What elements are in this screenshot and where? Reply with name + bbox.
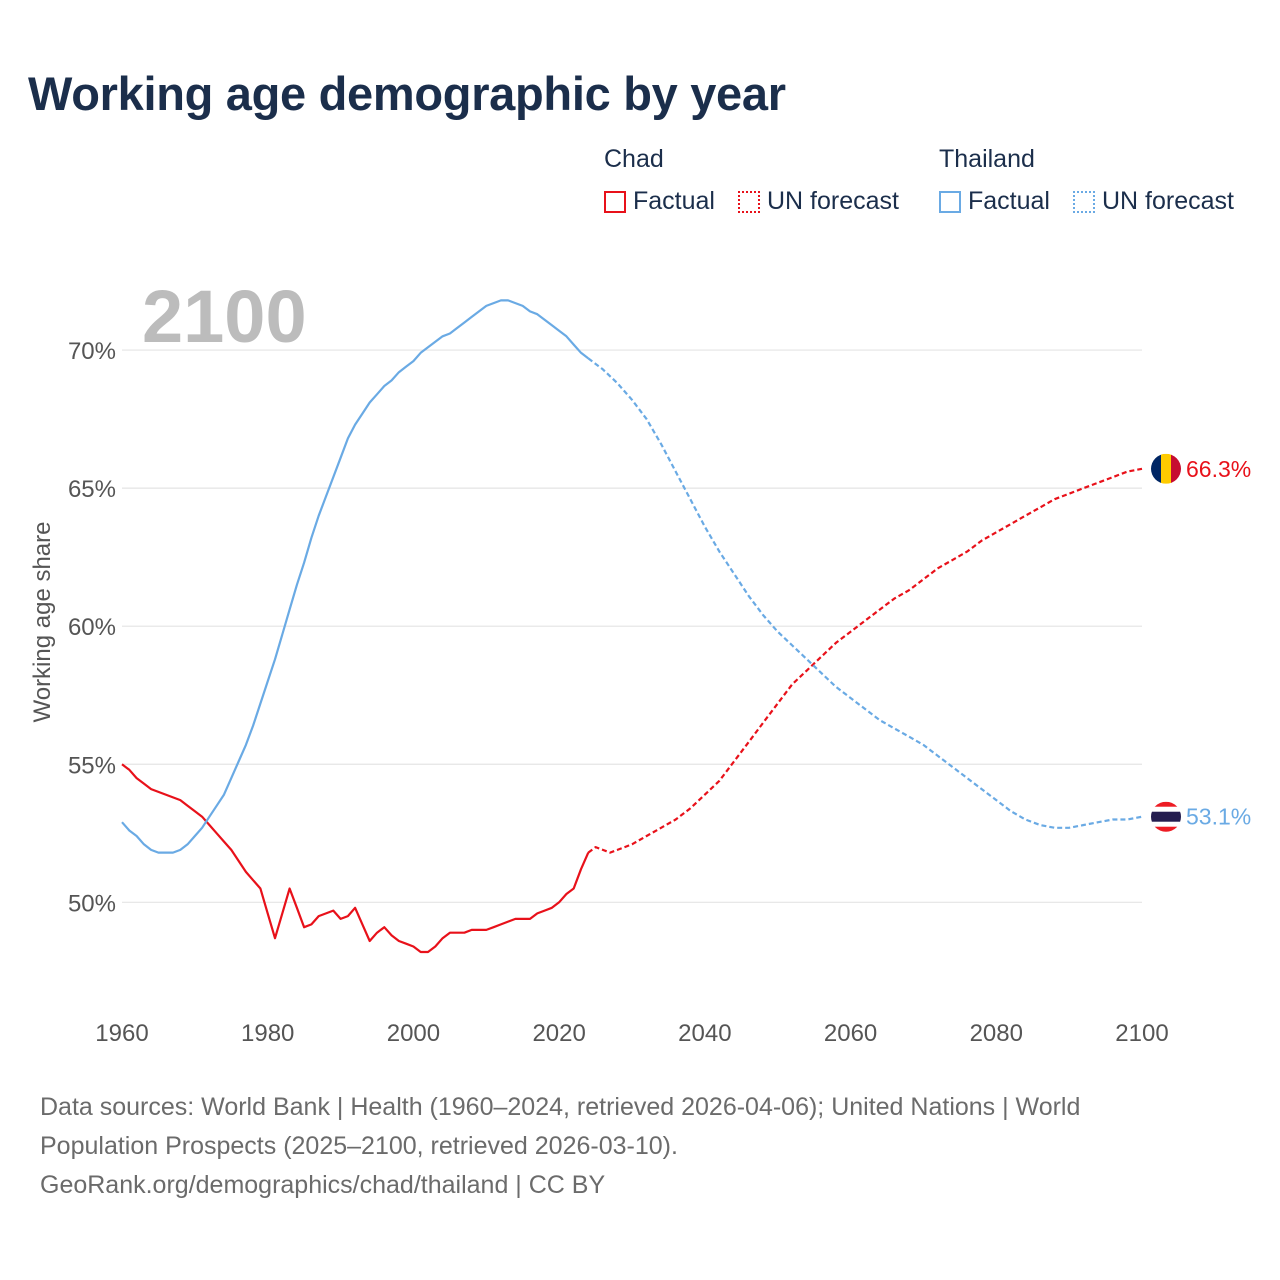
flag-stripe (1151, 821, 1181, 828)
legend-group-name: Thailand (939, 145, 1035, 173)
flag-stripe (1151, 811, 1181, 823)
x-tick-label: 2060 (824, 1020, 877, 1047)
thailand-end-value-label: 53.1% (1186, 804, 1251, 830)
y-axis: 50% 55% 60% 65% 70% (68, 338, 116, 917)
flag-stripe (1151, 806, 1181, 813)
footer-sources-line2: Population Prospects (2025–2100, retriev… (40, 1132, 678, 1160)
flag-stripe (1171, 453, 1181, 484)
line-chart: 2100 50% 55% 60% 65% 70% 1960 1980 2000 2020 204… (29, 275, 1251, 1047)
series-lines (121, 299, 1143, 954)
footer: Data sources: World Bank | Health (1960–… (40, 1088, 1240, 1205)
x-axis: 1960 1980 2000 2020 2040 2060 2080 2100 (95, 1020, 1168, 1047)
legend-item-thailand-factual[interactable]: Factual (939, 187, 1050, 216)
y-tick-label: 60% (68, 614, 116, 641)
y-tick-label: 65% (68, 476, 116, 503)
x-tick-label: 2000 (387, 1020, 440, 1047)
chad-flag-icon (1151, 453, 1181, 484)
chad-factual-line (121, 763, 590, 954)
legend-item-thailand-forecast[interactable]: UN forecast (1073, 187, 1234, 216)
legend-label: Factual (633, 187, 715, 215)
end-markers: 66.3% 53.1% (1151, 453, 1251, 832)
legend-swatch-solid (604, 190, 626, 213)
legend-label: UN forecast (1102, 187, 1234, 215)
legend-swatch-solid (939, 190, 961, 213)
grid-lines (122, 349, 1142, 903)
legend-group-name: Chad (604, 145, 664, 173)
y-tick-label: 50% (68, 890, 116, 917)
chad-forecast-line (587, 467, 1143, 854)
legend-label: Factual (968, 187, 1050, 215)
chart-title: Working age demographic by year (28, 67, 786, 120)
x-tick-label: 2100 (1115, 1020, 1168, 1047)
flag-stripe (1161, 453, 1172, 484)
thailand-flag-icon (1151, 801, 1181, 832)
x-tick-label: 1980 (241, 1020, 294, 1047)
flag-stripe (1151, 801, 1181, 808)
footer-sources-line1: Data sources: World Bank | Health (1960–… (40, 1093, 1081, 1121)
legend-item-chad-forecast[interactable]: UN forecast (738, 187, 899, 216)
legend-swatch-dotted (738, 190, 760, 213)
y-tick-label: 55% (68, 752, 116, 779)
legend-item-chad-factual[interactable]: Factual (604, 187, 715, 216)
y-axis-label: Working age share (29, 522, 56, 723)
y-tick-label: 70% (68, 338, 116, 365)
flag-stripe (1151, 826, 1181, 832)
footer-link[interactable]: GeoRank.org/demographics/chad/thailand |… (40, 1171, 606, 1199)
thailand-forecast-line (587, 357, 1143, 829)
year-watermark: 2100 (142, 275, 307, 358)
thailand-factual-line (121, 299, 589, 854)
legend-swatch-dotted (1073, 190, 1095, 213)
legend-label: UN forecast (767, 187, 899, 215)
x-tick-label: 1960 (95, 1020, 148, 1047)
chad-end-value-label: 66.3% (1186, 456, 1251, 482)
x-tick-label: 2080 (970, 1020, 1023, 1047)
x-tick-label: 2040 (678, 1020, 731, 1047)
flag-stripe (1151, 453, 1162, 484)
x-tick-label: 2020 (532, 1020, 585, 1047)
